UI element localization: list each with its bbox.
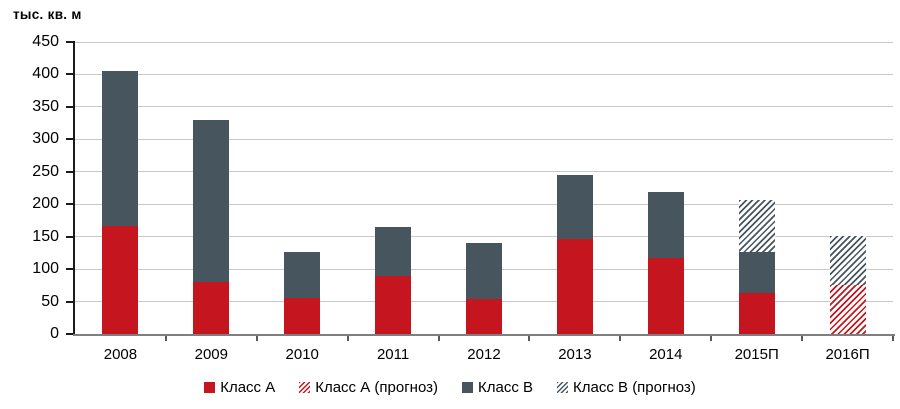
y-tick-label: 300 (32, 130, 59, 148)
legend-item: Класс А (204, 379, 275, 396)
y-axis-tick (66, 170, 73, 173)
x-tick-label: 2013 (558, 346, 592, 363)
legend-item: Класс В (462, 379, 533, 396)
y-axis-tick (66, 41, 73, 43)
y-axis-line (73, 41, 75, 334)
legend-label: Класс В (прогноз) (573, 379, 696, 396)
x-tick-label: 2008 (103, 346, 138, 363)
chart-legend: Класс А Класс А (прогноз) Класс В Класс В (… (0, 379, 900, 396)
bar-segment (193, 119, 230, 283)
x-tick-label: 2009 (194, 346, 228, 363)
x-axis-tick (528, 336, 531, 341)
bar-segment (284, 298, 321, 334)
y-tick-label: 100 (32, 260, 59, 278)
gridline (75, 106, 893, 108)
gridline (75, 138, 893, 140)
bar-segment (556, 175, 593, 239)
y-axis-tick (66, 333, 73, 335)
y-axis-tick (66, 73, 73, 76)
bar-segment (829, 285, 866, 334)
bar-segment (102, 225, 139, 334)
legend-item: Класс А (прогноз) (299, 379, 438, 396)
bar-segment (466, 242, 502, 299)
x-tick-label: 2010 (285, 346, 319, 363)
gridline (75, 236, 893, 238)
x-tick-label: 2016П (825, 346, 870, 363)
y-tick-label: 0 (50, 325, 59, 342)
y-axis-tick (66, 203, 73, 206)
y-tick-label: 400 (32, 65, 59, 83)
legend-hatched-swatch-icon (299, 382, 311, 393)
x-axis-line (73, 334, 895, 336)
bar-segment (738, 251, 775, 294)
y-tick-label: 200 (32, 195, 59, 213)
gridline (75, 41, 893, 43)
y-axis-tick (66, 235, 73, 238)
legend-label: Класс А (прогноз) (315, 379, 438, 396)
legend-label: Класс В (478, 379, 534, 396)
bar-segment (375, 226, 412, 276)
legend-solid-swatch-icon (204, 382, 216, 393)
y-tick-label: 450 (32, 33, 59, 50)
legend-label: Класс А (220, 379, 276, 396)
bar-segment (556, 238, 593, 334)
y-tick-label: 150 (32, 227, 59, 245)
bar-segment (102, 70, 139, 226)
bar-segment (193, 282, 230, 334)
y-axis-tick (66, 105, 73, 108)
y-axis-title: тыс. кв. м (13, 7, 82, 22)
x-tick-label: 2011 (376, 346, 410, 363)
x-axis-tick (710, 336, 713, 341)
legend-solid-swatch-icon (462, 382, 473, 393)
bar-segment (466, 298, 502, 334)
x-tick-label: 2015П (734, 346, 779, 363)
legend-hatched-swatch-icon (557, 382, 569, 393)
bar-segment (738, 199, 775, 252)
gridline (75, 171, 893, 173)
bar-segment (375, 275, 412, 334)
y-tick-label: 250 (32, 162, 59, 180)
x-axis-tick (619, 336, 622, 341)
x-axis-tick (801, 336, 804, 341)
bar-segment (647, 191, 684, 259)
x-tick-label: 2014 (649, 346, 683, 363)
x-axis-tick (164, 336, 167, 341)
x-axis-tick (437, 336, 440, 341)
y-axis-tick (66, 268, 73, 271)
x-tick-label: 2012 (467, 346, 501, 363)
bar-segment (647, 258, 684, 334)
bar-segment (829, 236, 866, 286)
y-axis-tick (66, 300, 73, 303)
legend-item: Класс В (прогноз) (557, 379, 696, 396)
gridline (75, 73, 893, 75)
bar-segment (738, 293, 775, 334)
x-axis-tick (346, 336, 349, 341)
x-axis-tick (892, 336, 894, 341)
x-axis-tick (255, 336, 258, 341)
y-axis-tick (66, 138, 73, 141)
y-tick-label: 350 (32, 97, 59, 115)
gridline (75, 203, 893, 205)
bar-segment (284, 252, 321, 299)
y-tick-label: 50 (41, 292, 59, 310)
